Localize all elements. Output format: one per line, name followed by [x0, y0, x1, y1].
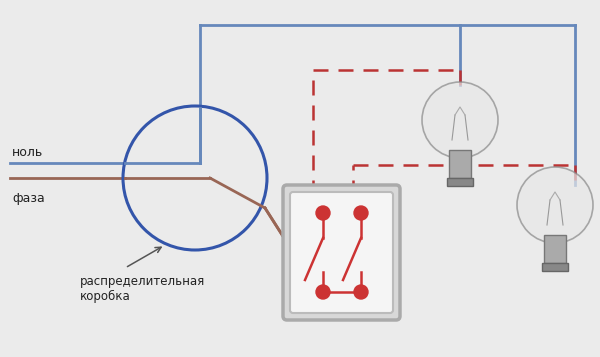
Circle shape — [316, 285, 330, 299]
Bar — [449, 150, 471, 178]
Circle shape — [354, 206, 368, 220]
Text: ноль: ноль — [12, 146, 43, 159]
Circle shape — [316, 206, 330, 220]
Circle shape — [422, 82, 498, 158]
Bar — [542, 263, 568, 271]
Circle shape — [517, 167, 593, 243]
Circle shape — [354, 285, 368, 299]
Text: фаза: фаза — [12, 192, 45, 205]
Bar — [447, 178, 473, 186]
FancyBboxPatch shape — [290, 192, 393, 313]
FancyBboxPatch shape — [283, 185, 400, 320]
Bar — [544, 235, 566, 263]
Text: распределительная
коробка: распределительная коробка — [80, 275, 205, 303]
